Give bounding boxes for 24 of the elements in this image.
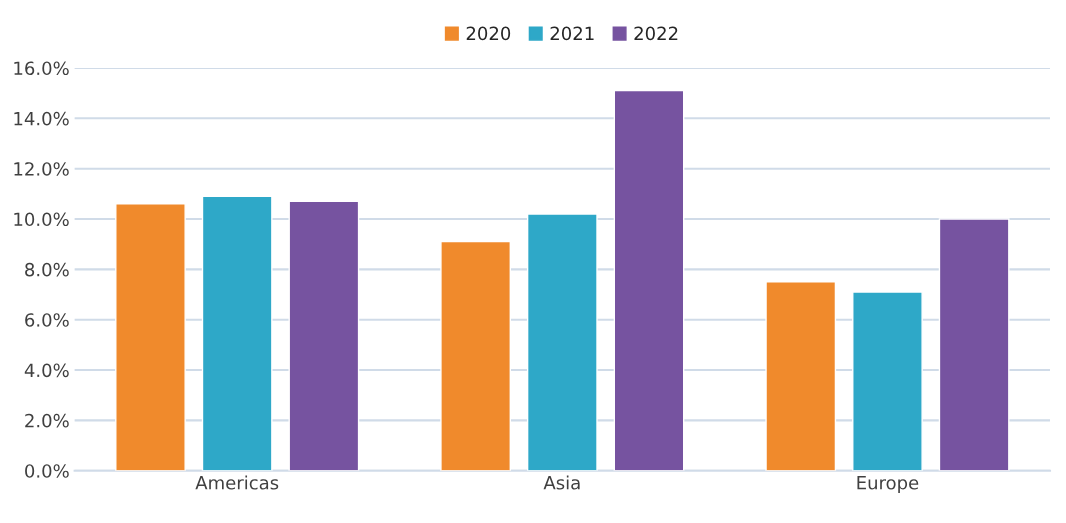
legend-label: 2020 xyxy=(466,26,511,41)
bar xyxy=(288,200,360,471)
bar xyxy=(765,281,837,471)
y-tick-label: 6.0% xyxy=(25,313,69,327)
y-tick-label: 14.0% xyxy=(14,111,69,126)
bar xyxy=(938,218,1010,471)
bar xyxy=(115,203,186,471)
bar xyxy=(526,213,598,471)
y-tick-label: 12.0% xyxy=(14,162,69,176)
legend-label: 2021 xyxy=(550,26,594,41)
y-tick-label: 2.0% xyxy=(25,413,69,428)
x-tick-label: Asia xyxy=(543,475,580,490)
x-tick-label: Europe xyxy=(857,476,919,494)
y-tick-label: 16.0% xyxy=(14,61,69,76)
y-tick-label: 0.0% xyxy=(25,464,69,478)
y-tick-label: 10.0% xyxy=(14,212,69,227)
bar xyxy=(201,195,273,471)
bar xyxy=(440,240,511,471)
legend-label: 2022 xyxy=(634,26,678,41)
bar xyxy=(852,291,923,471)
x-tick-label: Americas xyxy=(195,475,279,490)
y-tick-label: 8.0% xyxy=(25,262,69,277)
bar xyxy=(613,89,685,471)
y-tick-label: 4.0% xyxy=(24,363,69,378)
